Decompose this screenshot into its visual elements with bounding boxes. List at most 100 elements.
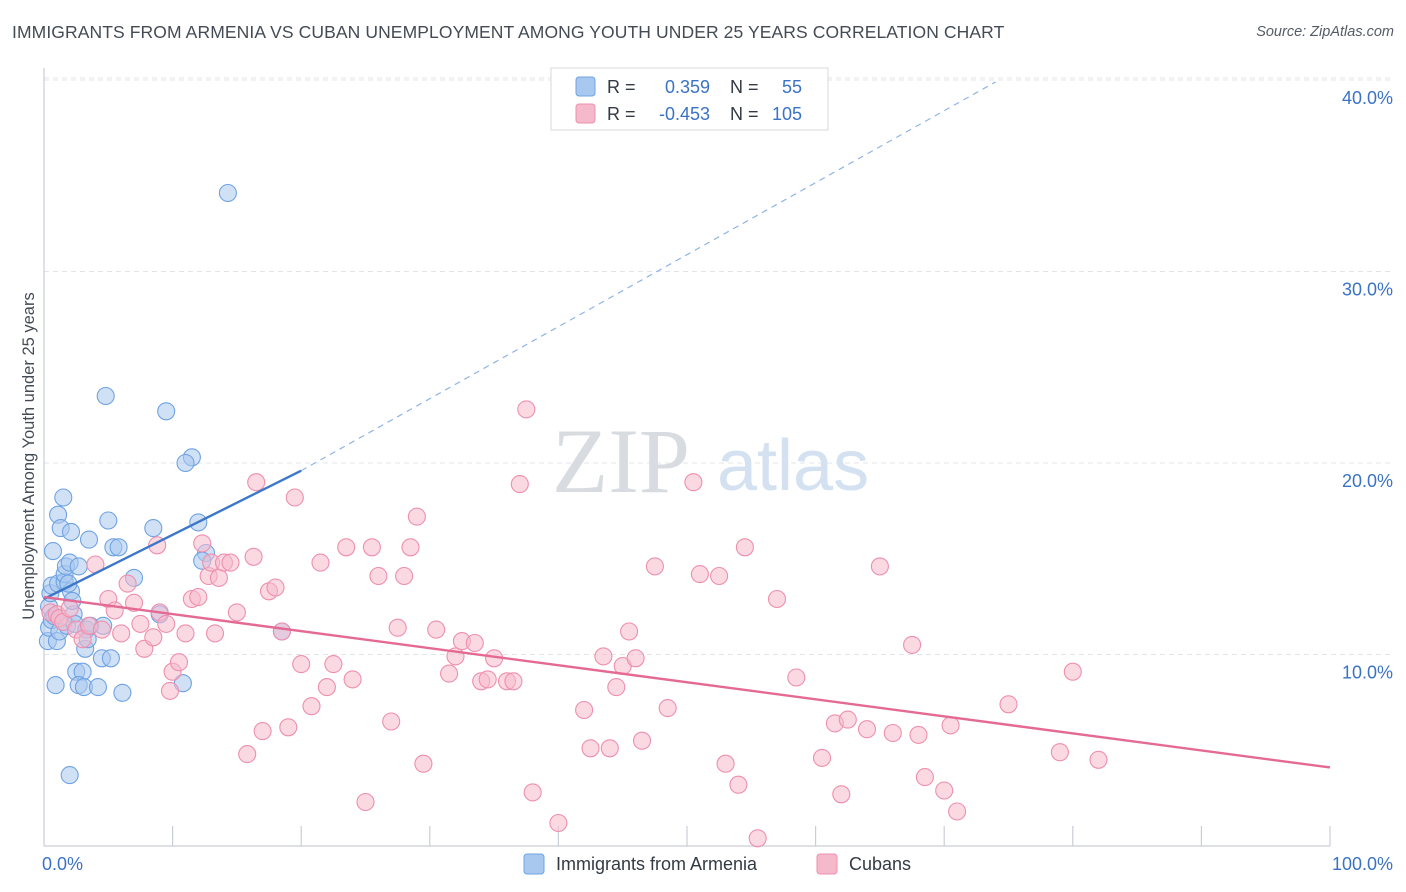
cubans-point-90 [735,538,754,557]
cubans-point-42 [279,718,298,737]
armenia-point-52 [176,453,195,473]
x-tick-label-min: 0.0% [42,854,83,874]
cubans-point-55 [388,618,407,637]
cubans-point-17 [144,628,163,647]
watermark-atlas: atlas [717,426,869,506]
cubans-point-76 [594,647,613,666]
stats-n-label-armenia: N = [730,77,759,97]
cubans-point-70 [510,475,529,494]
armenia-point-5 [43,542,63,561]
cubans-point-81 [626,649,645,668]
x-tick-label-max: 100.0% [1332,854,1393,874]
cubans-point-92 [767,589,787,609]
series-legend: Immigrants from Armenia Cubans [523,853,911,875]
legend-swatch-armenia [523,853,545,875]
cubans-point-96 [832,785,851,804]
armenia-point-21 [61,522,81,541]
cubans-point-99 [870,557,889,576]
cubans-point-66 [478,670,497,689]
cubans-point-36 [244,547,263,566]
armenia-point-49 [157,402,176,421]
cubans-point-58 [407,507,426,526]
cubans-point-100 [883,723,902,743]
cubans-point-94 [812,748,832,767]
y-tick-label-10: 10.0% [1342,663,1393,683]
cubans-point-9 [92,620,111,639]
cubans-point-54 [382,712,401,731]
cubans-point-61 [440,664,459,683]
cubans-point-59 [414,754,433,773]
axes [43,68,1331,847]
y-tick-label-40: 40.0% [1342,88,1393,108]
cubans-point-57 [401,538,420,557]
cubans-point-104 [935,781,954,800]
cubans-point-84 [658,699,677,718]
cubans-point-102 [909,725,928,744]
cubans-point-69 [504,672,523,691]
cubans-point-31 [209,568,228,587]
stats-swatch-cubans [575,103,596,124]
cubans-point-88 [716,754,735,773]
chart-title: IMMIGRANTS FROM ARMENIA VS CUBAN UNEMPLO… [12,22,1005,42]
y-tick-label-30: 30.0% [1342,280,1393,300]
cubans-point-60 [427,620,446,639]
cubans-point-46 [311,553,330,572]
armenia-point-38 [88,678,108,697]
y-tick-labels: 10.0% 20.0% 30.0% 40.0% [1342,88,1393,683]
armenia-trend-line [43,469,302,601]
armenia-point-14 [54,488,73,507]
armenia-point-56 [218,183,237,203]
cubans-point-43 [285,488,304,507]
armenia-point-40 [101,649,120,668]
cubans-point-50 [343,670,362,689]
watermark: ZIP atlas [552,410,869,512]
stats-r-value-armenia: 0.359 [665,77,710,97]
armenia-point-28 [69,557,88,576]
cubans-point-52 [362,538,381,557]
cubans-point-86 [690,565,709,584]
watermark-zip: ZIP [552,410,690,512]
stats-legend-box [550,67,829,131]
source-label: Source: ZipAtlas.com [1256,24,1394,40]
legend-swatch-cubans [816,853,838,875]
cubans-point-23 [169,653,189,672]
armenia-point-45 [96,386,115,406]
cubans-point-108 [1050,743,1069,762]
legend-label-cubans: Cubans [849,854,911,874]
cubans-point-56 [395,566,414,586]
cubans-point-72 [523,783,542,802]
cubans-point-21 [160,681,180,700]
cubans-point-97 [838,710,857,729]
cubans-point-103 [915,768,934,787]
cubans-point-24 [176,624,195,643]
cubans-point-98 [857,720,877,739]
legend-label-armenia: Immigrants from Armenia [556,854,758,874]
cubans-point-26 [189,587,208,607]
cubans-point-93 [787,668,806,687]
armenia-point-44 [113,683,132,702]
cubans-point-45 [302,697,321,716]
cubans-point-27 [193,534,212,553]
cubans-point-14 [124,593,144,612]
y-tick-label-20: 20.0% [1342,471,1393,491]
cubans-point-89 [729,775,748,794]
cubans-point-4 [60,599,79,618]
cubans-point-40 [266,578,285,597]
cubans-point-15 [131,614,150,633]
cubans-point-110 [1089,750,1108,769]
cubans-point-20 [157,614,176,633]
cubans-point-64 [465,633,484,653]
stats-n-label-cubans: N = [730,104,759,124]
cubans-point-77 [600,739,619,758]
cubans-point-37 [247,473,266,492]
cubans-point-83 [645,557,664,576]
cubans-point-35 [238,745,257,764]
armenia-point-8 [46,676,65,695]
cubans-points [41,400,1108,848]
armenia-point-47 [144,519,163,538]
cubans-point-101 [903,635,922,654]
cubans-point-75 [581,739,600,758]
cubans-point-53 [369,566,388,586]
cubans-trend-line [43,595,1331,769]
